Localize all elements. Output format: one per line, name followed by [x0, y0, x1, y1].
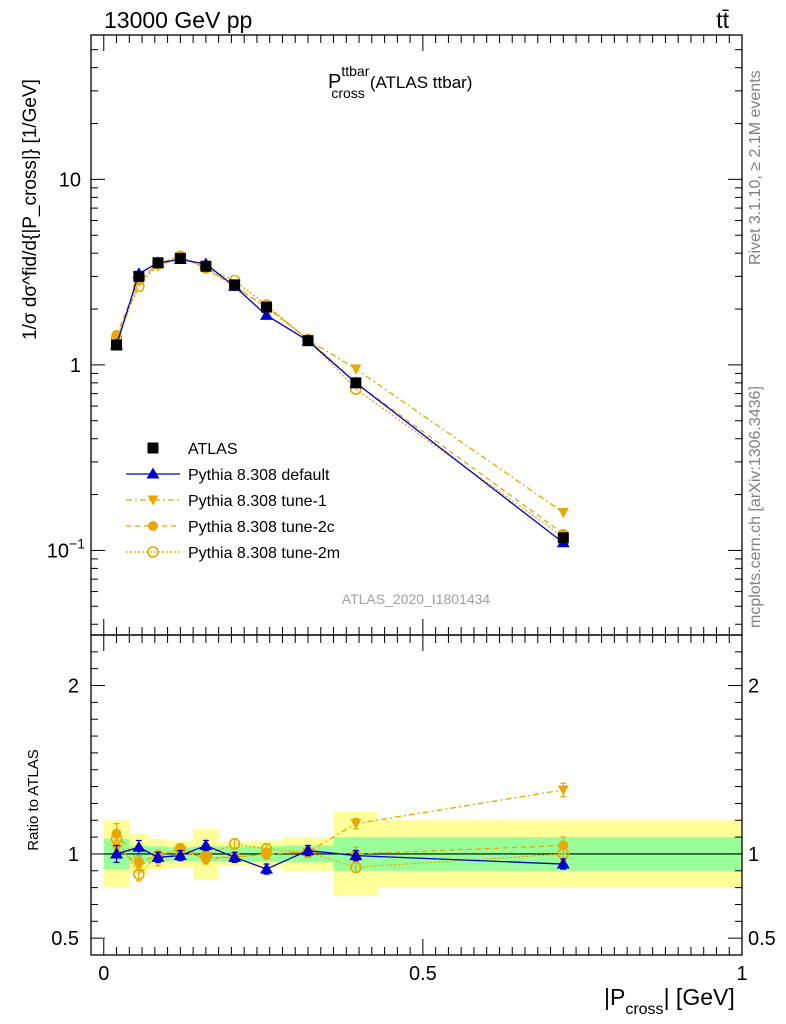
ratio-point-tune-1 [200, 852, 212, 863]
legend-label: ATLAS [188, 441, 238, 458]
data-point-data [229, 279, 241, 291]
ratio-point-tune-2c [558, 840, 569, 851]
ratio-point-default [301, 844, 315, 856]
data-point-data [350, 377, 362, 389]
main-y-tick-label: 10−1 [47, 535, 85, 562]
ratio-y-tick-label-right: 2 [748, 676, 759, 698]
series-tune-2c [111, 251, 569, 539]
data-point-data [302, 335, 314, 347]
legend-entry: ATLAS [147, 441, 238, 458]
rivet-version-label: Rivet 3.1.10, ≥ 2.1M events [747, 70, 764, 265]
x-tick-label: 0.5 [409, 963, 437, 985]
ratio-line-tune-1 [116, 789, 564, 865]
data-point-data [174, 252, 186, 264]
ratio-point-tune-2c [111, 828, 122, 839]
data-point-data [200, 260, 212, 272]
ratio-point-default [151, 850, 165, 862]
legend-marker [146, 467, 160, 479]
ratio-line-tune-2m [115, 838, 564, 876]
ratio-point-default [556, 857, 570, 869]
series-line-tune-1 [115, 256, 564, 514]
ratio-line-tune-2c [116, 833, 564, 864]
ratio-y-tick-label: 1 [68, 844, 79, 866]
data-point-data [557, 532, 569, 544]
ratio-y-tick-label-right: 1 [748, 844, 759, 866]
process-label: tt̄ [716, 7, 729, 33]
series-line-tune-2c [115, 255, 564, 535]
legend-entry: Pythia 8.308 default [126, 467, 330, 484]
data-point-data [111, 339, 123, 351]
ratio-point-tune-1 [261, 849, 273, 860]
data-point-tune-1 [557, 508, 569, 519]
legend-marker [148, 521, 158, 531]
main-y-tick-label: 1 [70, 355, 81, 377]
main-panel-title: Pttbar cross(ATLAS ttbar) [328, 63, 472, 101]
ratio-panel-frame [90, 634, 743, 956]
ratio-point-tune-1 [557, 785, 569, 796]
series-data [111, 252, 569, 544]
data-point-data [133, 270, 145, 282]
ratio-series-default [110, 839, 570, 875]
series-default [110, 252, 570, 548]
ratio-line-default [116, 844, 564, 870]
analysis-id-label: ATLAS_2020_I1801434 [342, 591, 491, 607]
ratio-plot-area [103, 782, 742, 897]
legend-label: Pythia 8.308 tune-2m [188, 545, 340, 562]
mcplots-reference-label: mcplots.cern.ch [arXiv:1306.3436] [747, 386, 764, 628]
ratio-point-default [110, 847, 124, 859]
x-axis-label: |Pcross| [GeV] [604, 984, 735, 1018]
series-tune-1 [111, 252, 569, 519]
ratio-point-tune-1 [350, 819, 362, 830]
ratio-y-tick-label-right: 0.5 [748, 928, 776, 950]
main-plot-area [110, 250, 570, 548]
legend-entry: Pythia 8.308 tune-2m [126, 545, 340, 562]
ratio-point-default [199, 839, 213, 851]
data-point-data [261, 301, 273, 313]
energy-label: 13000 GeV pp [104, 7, 252, 33]
legend-entry: Pythia 8.308 tune-2c [126, 519, 335, 536]
ratio-point-tune-2m [350, 861, 362, 874]
legend-label: Pythia 8.308 tune-1 [188, 493, 327, 510]
ratio-point-tune-1 [133, 859, 145, 870]
ratio-point-default [132, 840, 146, 852]
ratio-y-tick-label: 0.5 [51, 928, 79, 950]
data-point-data [152, 257, 164, 269]
series-line-tune-2m [115, 255, 564, 538]
ratio-point-default [349, 849, 363, 861]
data-point-tune-1 [350, 364, 362, 375]
ratio-y-tick-label: 2 [68, 676, 79, 698]
legend-label: Pythia 8.308 tune-2c [188, 519, 335, 536]
legend-marker [147, 442, 159, 454]
series-tune-2m [110, 250, 570, 543]
series-line-default [115, 258, 564, 544]
ratio-point-default [260, 862, 274, 874]
x-tick-label: 0 [98, 963, 109, 985]
legend: ATLAS Pythia 8.308 default Pythia 8.308 tu… [126, 441, 340, 562]
legend-marker [147, 495, 159, 506]
legend-label: Pythia 8.308 default [188, 467, 330, 484]
ratio-y-axis-label: Ratio to ATLAS [25, 749, 42, 850]
ratio-point-default [173, 849, 187, 861]
ratio-point-default [228, 850, 242, 862]
x-tick-label: 1 [736, 963, 747, 985]
legend-entry: Pythia 8.308 tune-1 [126, 493, 327, 510]
data-point-default [260, 308, 274, 320]
main-y-axis-label: 1/σ dσ^fid/d{|P_cross|} [1/GeV] [20, 79, 41, 340]
main-y-tick-label: 10 [59, 169, 81, 191]
ratio-point-tune-2m [228, 838, 241, 850]
legend-marker [147, 546, 159, 558]
